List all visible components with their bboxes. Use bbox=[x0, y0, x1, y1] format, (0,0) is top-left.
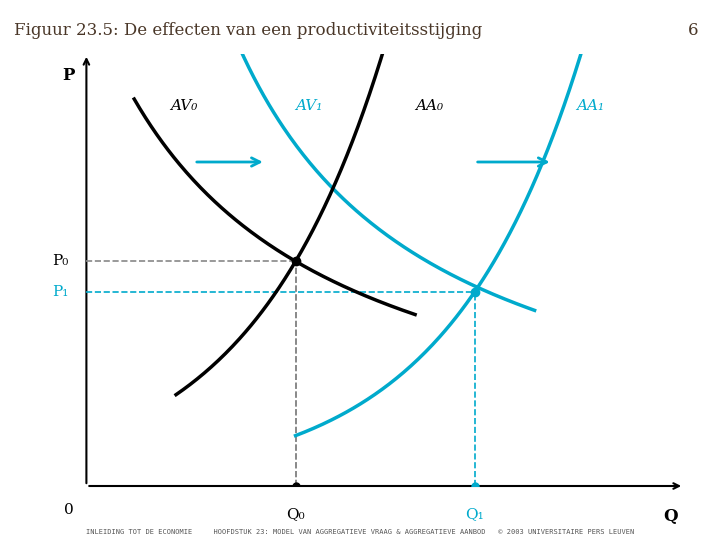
Text: Q₁: Q₁ bbox=[465, 508, 485, 522]
Text: AV₀: AV₀ bbox=[170, 99, 197, 113]
Text: P: P bbox=[63, 67, 75, 84]
Text: P₁: P₁ bbox=[52, 285, 68, 299]
Text: AV₁: AV₁ bbox=[296, 99, 323, 113]
Text: 6: 6 bbox=[688, 22, 698, 38]
Text: P₀: P₀ bbox=[53, 254, 68, 268]
Text: Figuur 23.5: De effecten van een productiviteitsstijging: Figuur 23.5: De effecten van een product… bbox=[14, 22, 482, 38]
Text: AA₁: AA₁ bbox=[577, 99, 605, 113]
Text: 0: 0 bbox=[63, 503, 73, 517]
Text: Q₀: Q₀ bbox=[287, 508, 305, 522]
Text: AA₀: AA₀ bbox=[415, 99, 444, 113]
Text: Q: Q bbox=[663, 508, 678, 524]
Text: INLEIDING TOT DE ECONOMIE     HOOFDSTUK 23: MODEL VAN AGGREGATIEVE VRAAG & AGGRE: INLEIDING TOT DE ECONOMIE HOOFDSTUK 23: … bbox=[86, 529, 634, 535]
